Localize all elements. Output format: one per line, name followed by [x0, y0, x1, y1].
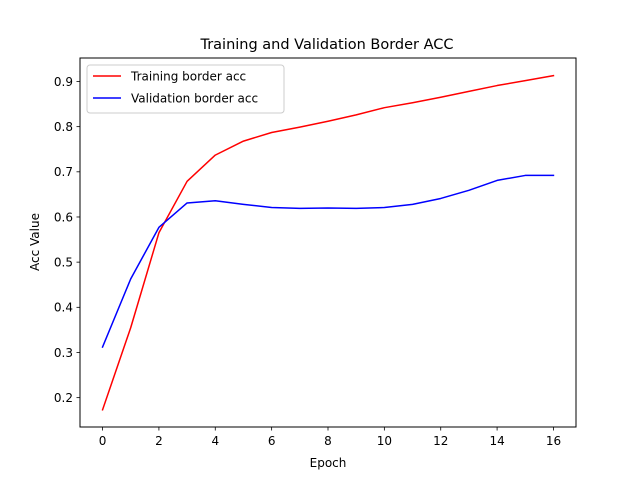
y-tick-label: 0.7: [54, 165, 73, 179]
x-tick-label: 12: [433, 434, 448, 448]
x-tick-label: 4: [211, 434, 219, 448]
y-axis-label: Acc Value: [28, 213, 42, 271]
x-tick-label: 0: [99, 434, 107, 448]
x-tick-label: 2: [155, 434, 163, 448]
x-tick-label: 6: [268, 434, 276, 448]
chart-title: Training and Validation Border ACC: [199, 37, 453, 53]
legend: Training border acc Validation border acc: [86, 64, 285, 114]
series-layer: [101, 74, 555, 411]
y-tick-label: 0.5: [54, 255, 73, 269]
legend-label: Training border acc: [130, 69, 246, 83]
legend-box: [86, 64, 285, 114]
legend-label: Validation border acc: [131, 91, 258, 105]
series-line-validation: [101, 174, 555, 349]
y-tick-label: 0.4: [54, 301, 73, 315]
y-tick-label: 0.8: [54, 120, 73, 134]
series-line-training: [101, 74, 555, 411]
y-axis-ticks: 0.2 0.3 0.4 0.5 0.6 0.7 0.8 0.9: [54, 75, 80, 405]
y-tick-label: 0.3: [54, 346, 73, 360]
x-tick-label: 8: [324, 434, 332, 448]
x-tick-label: 16: [546, 434, 561, 448]
x-tick-label: 14: [489, 434, 504, 448]
x-tick-label: 10: [377, 434, 392, 448]
x-axis-ticks: 0 2 4 6 8 10 12 14 16: [99, 427, 561, 448]
y-tick-label: 0.6: [54, 210, 73, 224]
x-axis-label: Epoch: [310, 456, 347, 470]
y-tick-label: 0.9: [54, 75, 73, 89]
y-tick-label: 0.2: [54, 391, 73, 405]
